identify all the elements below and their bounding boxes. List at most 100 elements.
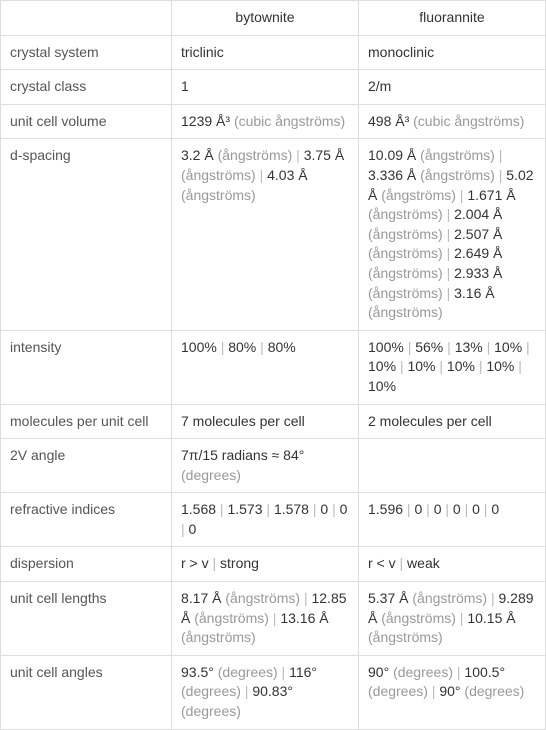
table-row: dispersionr > v | strongr < v | weak <box>1 547 546 582</box>
separator: | <box>475 358 486 374</box>
data-cell: 100% | 80% | 80% <box>172 330 359 404</box>
separator: | <box>443 206 454 222</box>
data-cell: 7π/15 radians ≈ 84° (degrees) <box>172 439 359 493</box>
unit-label: (ångströms) <box>420 167 495 183</box>
value-text: 3.16 Å <box>454 285 494 301</box>
unit-label: (degrees) <box>181 467 241 483</box>
separator: | <box>495 167 506 183</box>
cell-line: 498 Å³ (cubic ångströms) <box>368 113 524 129</box>
separator: | <box>396 555 407 571</box>
row-label: refractive indices <box>1 493 172 547</box>
value-text: r > v <box>181 555 209 571</box>
table-row: molecules per unit cell 7 molecules per c… <box>1 404 546 439</box>
cell-line: 1.596 | 0 | 0 | 0 | 0 | 0 <box>368 501 499 517</box>
unit-label: (ångströms) <box>181 629 256 645</box>
value-text: 93.5° <box>181 664 218 680</box>
separator: | <box>396 358 407 374</box>
data-cell: 10.09 Å (ångströms) | 3.336 Å (ångströms… <box>359 139 546 330</box>
table-row: unit cell volume1239 Å³ (cubic ångströms… <box>1 104 546 139</box>
cell-line: 100% | 56% | 13% | 10% | 10% | 10% | 10%… <box>368 339 530 394</box>
cell-line: 1.568 | 1.573 | 1.578 | 0 | 0 | 0 <box>181 501 347 537</box>
value-text: 10% <box>447 358 475 374</box>
value-text: 10% <box>368 358 396 374</box>
cell-line: 1 <box>181 78 189 94</box>
separator: | <box>278 664 289 680</box>
unit-label: (ångströms) <box>181 167 256 183</box>
unit-label: (ångströms) <box>181 187 256 203</box>
separator: | <box>461 501 472 517</box>
unit-label: (ångströms) <box>368 629 443 645</box>
value-text: 1.568 <box>181 501 216 517</box>
data-cell: 498 Å³ (cubic ångströms) <box>359 104 546 139</box>
separator: | <box>263 501 274 517</box>
unit-label: (ångströms) <box>368 304 443 320</box>
value-text: 2.004 Å <box>454 206 502 222</box>
table-row: crystal systemtriclinicmonoclinic <box>1 35 546 70</box>
value-text: 0 <box>340 501 348 517</box>
value-text: 10.15 Å <box>467 610 515 626</box>
data-cell: r > v | strong <box>172 547 359 582</box>
unit-label: (ångströms) <box>368 285 443 301</box>
value-text: 2.933 Å <box>454 265 502 281</box>
data-cell: 1239 Å³ (cubic ångströms) <box>172 104 359 139</box>
cell-line: triclinic <box>181 44 224 60</box>
separator: | <box>514 358 522 374</box>
data-cell: 8.17 Å (ångströms) | 12.85 Å (ångströms)… <box>172 582 359 656</box>
row-label: 2V angle <box>1 439 172 493</box>
separator: | <box>495 147 503 163</box>
data-cell <box>359 439 546 493</box>
unit-label: (ångströms) <box>412 590 487 606</box>
cell-line: 100% | 80% | 80% <box>181 339 296 355</box>
value-text: triclinic <box>181 44 224 60</box>
value-text: 5.37 Å <box>368 590 412 606</box>
unit-label: (ångströms) <box>218 147 293 163</box>
table-row: 2V angle7π/15 radians ≈ 84° (degrees) <box>1 439 546 493</box>
value-text: 90° <box>368 664 393 680</box>
value-text: 100% <box>181 339 217 355</box>
value-text: 13% <box>455 339 483 355</box>
value-text: 10% <box>368 378 396 394</box>
separator: | <box>522 339 530 355</box>
unit-label: (degrees) <box>181 703 241 719</box>
row-label: molecules per unit cell <box>1 404 172 439</box>
cell-line: 10.09 Å (ångströms) | 3.336 Å (ångströms… <box>368 147 534 320</box>
separator: | <box>403 501 414 517</box>
separator: | <box>443 226 454 242</box>
cell-line: 3.2 Å (ångströms) | 3.75 Å (ångströms) |… <box>181 147 344 202</box>
data-cell: r < v | weak <box>359 547 546 582</box>
value-text: 90.83° <box>252 683 293 699</box>
cell-line: r < v | weak <box>368 555 440 571</box>
separator: | <box>443 285 454 301</box>
separator: | <box>181 521 189 537</box>
separator: | <box>422 501 433 517</box>
separator: | <box>483 339 494 355</box>
data-cell: 93.5° (degrees) | 116° (degrees) | 90.83… <box>172 655 359 729</box>
separator: | <box>328 501 339 517</box>
unit-label: (cubic ångströms) <box>234 113 345 129</box>
row-label: intensity <box>1 330 172 404</box>
table-row: unit cell angles93.5° (degrees) | 116° (… <box>1 655 546 729</box>
unit-label: (ångströms) <box>368 206 443 222</box>
value-text: 7π/15 radians ≈ 84° <box>181 447 304 463</box>
value-text: 100.5° <box>464 664 505 680</box>
cell-line: 1239 Å³ (cubic ångströms) <box>181 113 345 129</box>
table-row: crystal class12/m <box>1 70 546 105</box>
value-text: 0 <box>189 521 197 537</box>
cell-line: 7π/15 radians ≈ 84° (degrees) <box>181 447 304 483</box>
separator: | <box>256 167 267 183</box>
cell-line: 2/m <box>368 78 391 94</box>
value-text: 56% <box>415 339 443 355</box>
separator: | <box>428 683 439 699</box>
value-text: 4.03 Å <box>267 167 307 183</box>
data-cell: 1.596 | 0 | 0 | 0 | 0 | 0 <box>359 493 546 547</box>
cell-line: 7 molecules per cell <box>181 413 305 429</box>
row-label: unit cell lengths <box>1 582 172 656</box>
data-cell: 1.568 | 1.573 | 1.578 | 0 | 0 | 0 <box>172 493 359 547</box>
data-cell: 7 molecules per cell <box>172 404 359 439</box>
value-text: 3.2 Å <box>181 147 218 163</box>
cell-line: 8.17 Å (ångströms) | 12.85 Å (ångströms)… <box>181 590 347 645</box>
unit-label: (ångströms) <box>381 610 456 626</box>
value-text: 0 <box>453 501 461 517</box>
unit-label: (ångströms) <box>225 590 300 606</box>
value-text: 1 <box>181 78 189 94</box>
